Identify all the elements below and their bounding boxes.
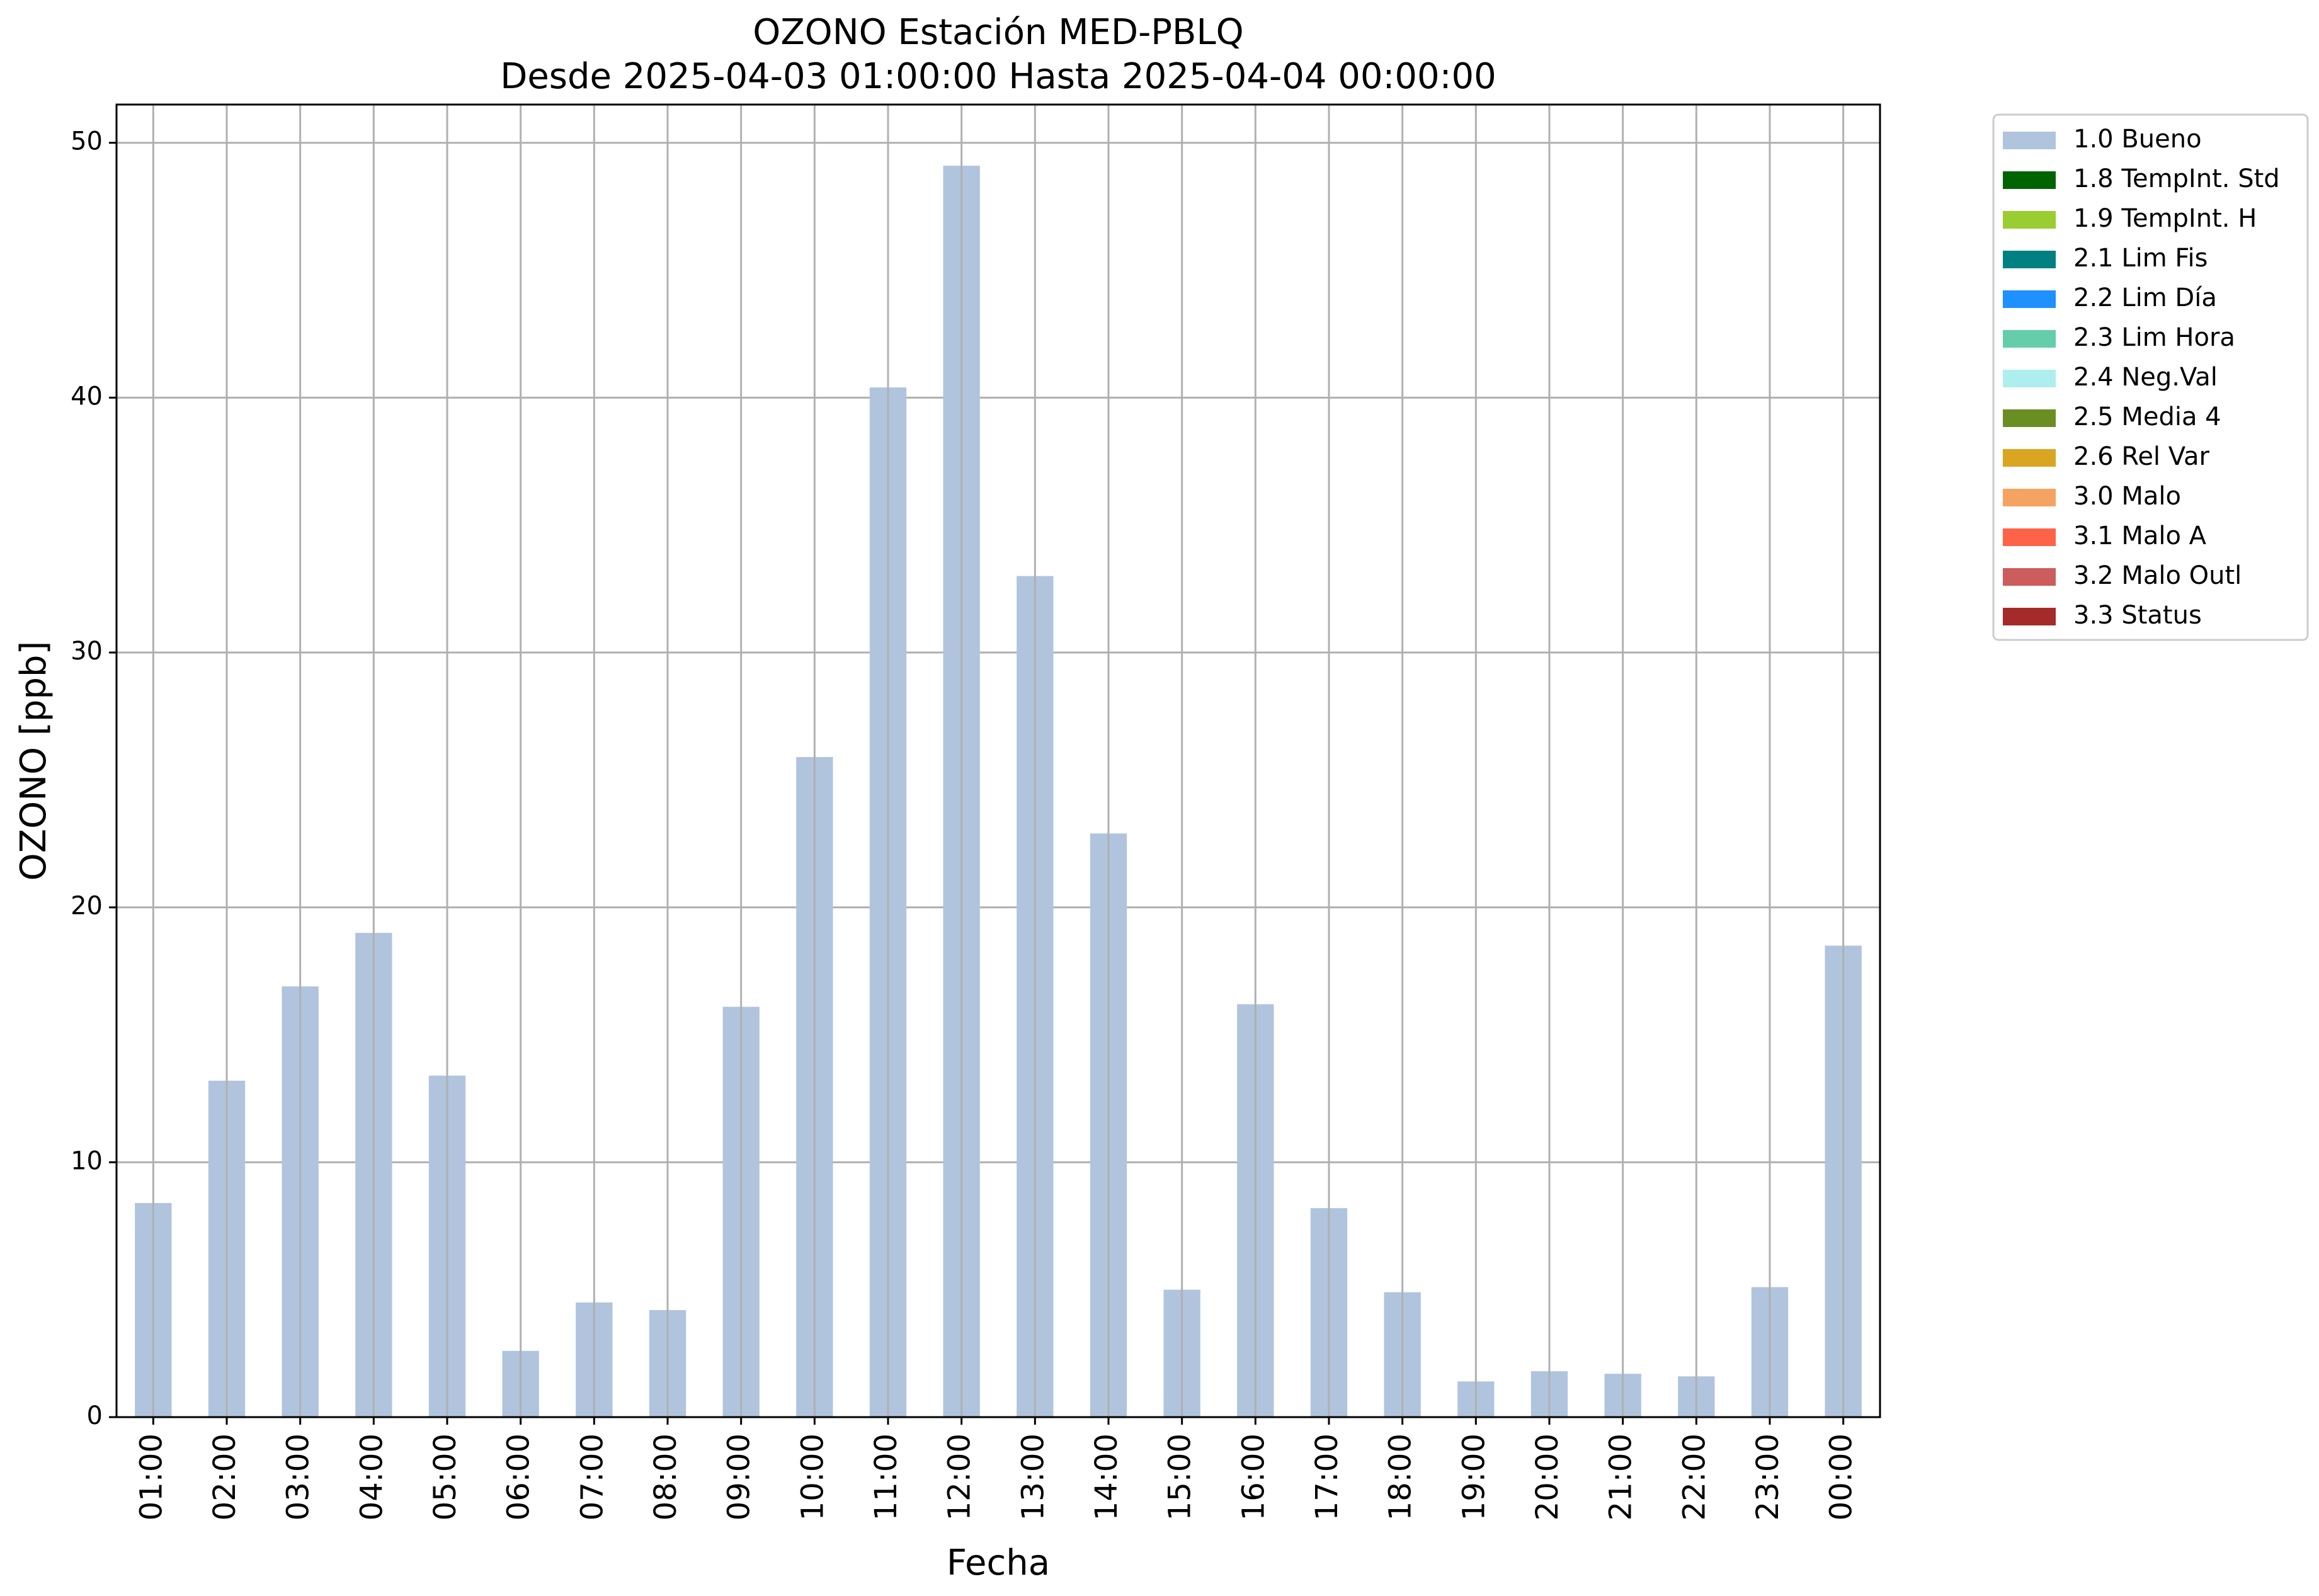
y-tick-label: 0 — [87, 1401, 103, 1430]
x-tick-label: 14:00 — [1089, 1434, 1124, 1520]
y-tick-label: 10 — [71, 1146, 103, 1175]
x-tick-label: 21:00 — [1604, 1434, 1639, 1520]
legend-swatch — [2003, 132, 2056, 149]
x-tick-label: 05:00 — [428, 1434, 463, 1520]
legend-label: 2.3 Lim Hora — [2073, 323, 2235, 352]
x-tick-label: 17:00 — [1309, 1434, 1345, 1520]
legend-swatch — [2003, 449, 2056, 467]
x-tick-label: 01:00 — [134, 1434, 169, 1520]
x-axis-ticks: 01:00 02:00 03:00 04:00 05:00 06:00 07:00 08:00… — [134, 1417, 1859, 1520]
legend-swatch — [2003, 409, 2056, 427]
x-tick-label: 04:00 — [354, 1434, 389, 1520]
y-tick-label: 20 — [71, 892, 103, 921]
legend-swatch — [2003, 370, 2056, 387]
legend-label: 2.4 Neg.Val — [2073, 363, 2218, 392]
legend-swatch — [2003, 528, 2056, 546]
bars — [135, 166, 1862, 1418]
legend-label: 3.1 Malo A — [2073, 522, 2207, 550]
x-tick-label: 02:00 — [207, 1434, 242, 1520]
chart-title: OZONO Estación MED-PBLQ — [753, 12, 1244, 53]
x-tick-label: 11:00 — [869, 1434, 904, 1520]
legend-swatch — [2003, 290, 2056, 308]
y-tick-label: 30 — [71, 637, 103, 666]
legend-swatch — [2003, 608, 2056, 625]
x-tick-label: 20:00 — [1530, 1434, 1565, 1520]
legend-swatch — [2003, 489, 2056, 506]
y-tick-label: 40 — [71, 382, 103, 411]
y-axis-label: OZONO [ppb] — [13, 641, 54, 881]
legend-swatch — [2003, 568, 2056, 586]
legend-label: 2.1 Lim Fis — [2073, 244, 2208, 273]
x-tick-label: 08:00 — [648, 1434, 683, 1520]
legend-swatch — [2003, 251, 2056, 268]
legend-label: 2.6 Rel Var — [2073, 442, 2210, 471]
y-axis-ticks: 0 10 20 30 40 50 — [71, 127, 117, 1430]
y-tick-label: 50 — [71, 127, 103, 156]
x-tick-label: 00:00 — [1824, 1434, 1859, 1520]
x-tick-label: 07:00 — [574, 1434, 610, 1520]
legend-box — [1992, 113, 2309, 641]
legend-label: 1.8 TempInt. Std — [2073, 164, 2280, 193]
legend-label: 1.9 TempInt. H — [2073, 204, 2257, 233]
x-axis-label: Fecha — [947, 1542, 1050, 1583]
legend-label: 2.2 Lim Día — [2073, 283, 2217, 312]
legend-label: 3.2 Malo Outl — [2073, 561, 2242, 590]
legend-label: 3.0 Malo — [2073, 482, 2181, 511]
x-tick-label: 19:00 — [1456, 1434, 1491, 1520]
x-tick-label: 23:00 — [1750, 1434, 1786, 1520]
legend-label: 1.0 Bueno — [2073, 125, 2202, 154]
legend-swatch — [2003, 171, 2056, 189]
chart-subtitle: Desde 2025-04-03 01:00:00 Hasta 2025-04-… — [500, 56, 1496, 97]
x-tick-label: 22:00 — [1677, 1434, 1712, 1520]
legend-label: 2.5 Media 4 — [2073, 402, 2221, 431]
x-tick-label: 09:00 — [722, 1434, 757, 1520]
x-tick-label: 06:00 — [501, 1434, 537, 1520]
x-tick-label: 12:00 — [942, 1434, 977, 1520]
legend: 1.0 Bueno 1.8 TempInt. Std 1.9 TempInt. H 2… — [1992, 113, 2309, 641]
x-tick-label: 18:00 — [1383, 1434, 1418, 1520]
x-tick-label: 16:00 — [1236, 1434, 1271, 1520]
vertical-grid-lines — [152, 105, 1845, 1417]
x-tick-label: 15:00 — [1163, 1434, 1198, 1520]
legend-swatch — [2003, 211, 2056, 229]
x-tick-label: 10:00 — [795, 1434, 830, 1520]
legend-label: 3.3 Status — [2073, 601, 2202, 630]
x-tick-label: 13:00 — [1015, 1434, 1051, 1520]
plot-area — [115, 103, 1881, 1418]
x-tick-label: 03:00 — [281, 1434, 316, 1520]
legend-swatch — [2003, 330, 2056, 348]
